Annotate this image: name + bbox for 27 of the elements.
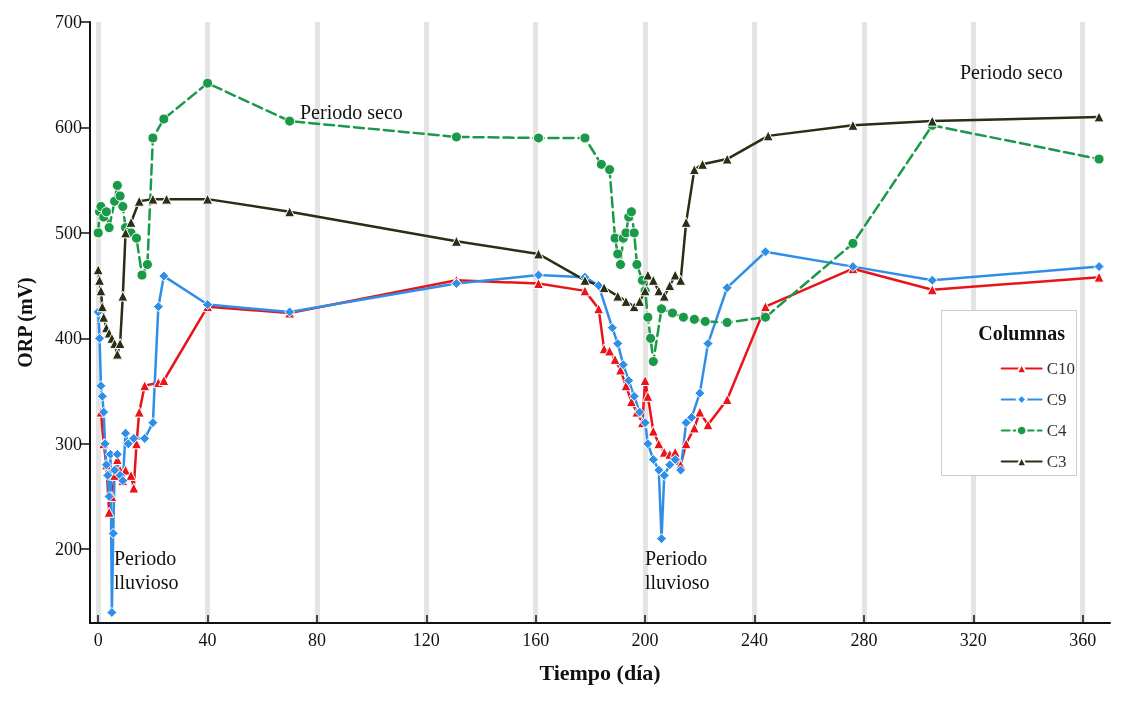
legend-label: C3 <box>1046 452 1067 471</box>
x-tick-label: 160 <box>522 630 550 650</box>
x-tick-label: 40 <box>198 630 217 650</box>
x-tick-label: 280 <box>850 630 878 650</box>
annotation: Periodo seco <box>960 61 1063 83</box>
y-tick-label: 700 <box>55 12 82 32</box>
x-tick-label: 200 <box>631 630 659 650</box>
legend-title: Columnas <box>978 322 1066 344</box>
x-tick-label: 80 <box>307 630 326 650</box>
y-tick-label: 400 <box>55 328 82 349</box>
x-tick-label: 0 <box>93 630 103 650</box>
legend-label: C4 <box>1046 421 1067 440</box>
legend-label: C10 <box>1046 359 1075 378</box>
y-tick-label: 300 <box>55 433 82 454</box>
x-tick-label: 360 <box>1069 630 1097 650</box>
x-tick-label: 240 <box>741 630 768 650</box>
y-tick-label: 200 <box>55 539 82 560</box>
annotation: Periodo seco <box>300 101 403 123</box>
y-tick-label: 600 <box>55 117 82 138</box>
x-axis-title: Tiempo (día) <box>539 659 661 685</box>
annotation: Periodo lluvioso <box>645 547 713 593</box>
x-tick-label: 120 <box>412 630 440 650</box>
y-tick-label: 500 <box>55 222 82 243</box>
y-axis-title: ORP (mV) <box>14 277 37 368</box>
annotation: Periodo lluvioso <box>114 547 182 593</box>
legend-label: C9 <box>1046 390 1067 409</box>
x-tick-label: 320 <box>959 630 987 650</box>
